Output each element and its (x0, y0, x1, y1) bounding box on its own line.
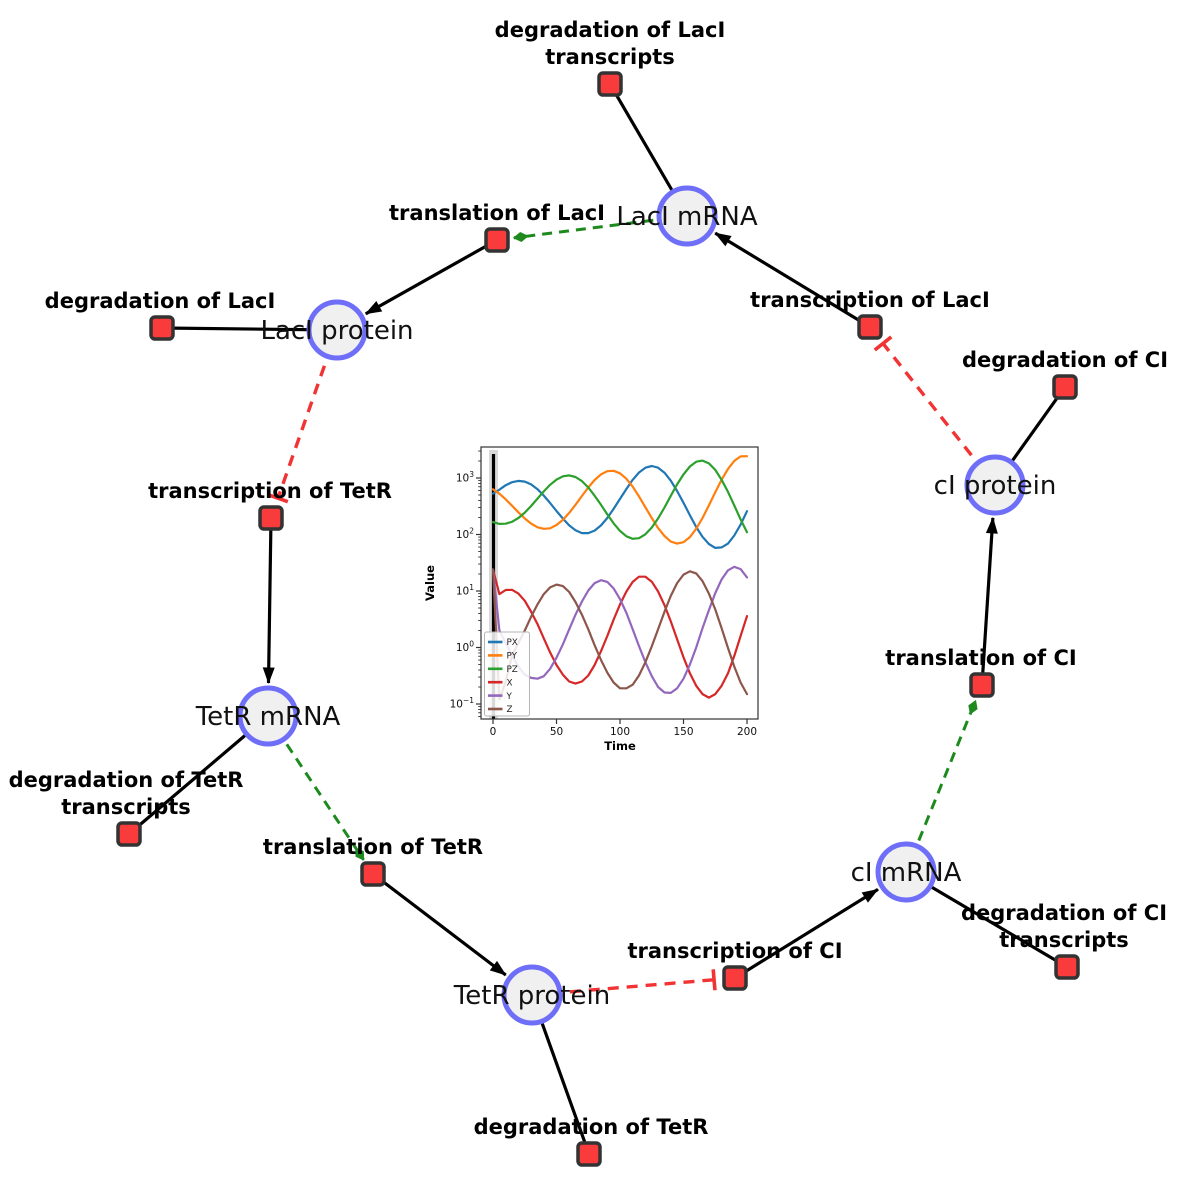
species-node-laci_protein[interactable] (306, 299, 368, 361)
edge-transl_laci-laci_protein-product (364, 238, 498, 316)
reaction-label-transl_tetr: translation of TetR (263, 835, 483, 859)
legend-label-PY: PY (507, 652, 518, 662)
plot-y-ticklabel--1: 10−1 (450, 696, 475, 711)
reaction-label-deg_laci_tx: degradation of LacI transcripts (495, 18, 726, 69)
labels-layer: LacI mRNA LacI protein cI protein TetR mRNA… (9, 18, 1168, 1139)
edge-transl_tetr-tetr_protein-product (372, 872, 507, 977)
reaction-label-deg_laci: degradation of LacI (45, 289, 276, 313)
edge-tetr_mrna-transl_tetr-modifier (266, 715, 365, 861)
legend-label-X: X (507, 678, 513, 688)
plot-x-ticklabel-200: 200 (737, 726, 757, 738)
reaction-node-txn_laci[interactable] (857, 314, 883, 340)
plot-y-ticklabel-0: 100 (456, 640, 474, 655)
reaction-node-deg_ci[interactable] (1052, 374, 1078, 400)
species-node-ci_protein[interactable] (964, 454, 1026, 516)
reaction-node-deg_tetr[interactable] (576, 1141, 602, 1167)
reaction-label-transl_ci: translation of CI (885, 646, 1076, 670)
reaction-label-txn_ci: transcription of CI (627, 939, 842, 963)
reaction-label-deg_tetr_tx: degradation of TetR transcripts (9, 768, 244, 819)
reaction-node-deg_laci[interactable] (149, 315, 175, 341)
plot-x-ticklabel-0: 0 (490, 726, 497, 738)
legend-label-PX: PX (507, 638, 518, 648)
plot-series-PY (491, 455, 749, 545)
reaction-label-txn_tetr: transcription of TetR (148, 479, 392, 503)
reaction-node-transl_laci[interactable] (484, 227, 510, 253)
reaction-node-transl_ci[interactable] (969, 672, 995, 698)
species-label-laci_mrna: LacI mRNA (616, 202, 757, 232)
plot-x-ticklabel-50: 50 (550, 726, 563, 738)
plot-series-Y (491, 565, 749, 695)
nodes-layer (116, 71, 1080, 1167)
plot-x-ticklabel-100: 100 (610, 726, 630, 738)
plot-xlabel: Time (604, 739, 636, 753)
plot-series-Z (491, 568, 749, 701)
reaction-node-deg_laci_tx[interactable] (597, 71, 623, 97)
species-label-ci_mrna: cI mRNA (851, 858, 962, 888)
species-node-laci_mrna[interactable] (656, 185, 718, 247)
reaction-node-txn_tetr[interactable] (258, 505, 284, 531)
legend-label-Y: Y (506, 692, 513, 702)
edge-txn_ci-ci_mrna-product (734, 888, 879, 980)
plot-legend: PX PY PZ XYZ (484, 631, 530, 717)
species-label-tetr_protein: TetR protein (453, 981, 610, 1011)
edge-transl_ci-ci_protein-product (980, 516, 998, 686)
edge-ci_mrna-deg_ci_tx-reactant (905, 870, 1068, 969)
legend-label-Z: Z (507, 705, 513, 715)
plot-series-X (491, 568, 749, 699)
reaction-label-deg_tetr: degradation of TetR (474, 1115, 709, 1139)
plot-x-ticklabel-150: 150 (673, 726, 693, 738)
species-node-tetr_protein[interactable] (501, 964, 563, 1026)
species-label-tetr_mrna: TetR mRNA (195, 702, 341, 732)
edge-ci_mrna-transl_ci-modifier (904, 699, 978, 873)
reaction-label-deg_ci: degradation of CI (962, 348, 1168, 372)
edge-laci_mrna-transl_laci-modifier (512, 214, 688, 242)
plot-y-ticklabel-2: 102 (456, 527, 474, 542)
reaction-label-txn_laci: transcription of LacI (750, 288, 990, 312)
reaction-node-deg_tetr_tx[interactable] (116, 821, 142, 847)
timeseries-plot: 0 50 100 150 20010310210110010−1TimeValuePXP… (423, 446, 759, 753)
plot-y-ticklabel-1: 101 (456, 583, 474, 598)
reaction-node-transl_tetr[interactable] (360, 861, 386, 887)
legend-label-PZ: PZ (507, 665, 518, 675)
reaction-node-deg_ci_tx[interactable] (1054, 954, 1080, 980)
species-label-ci_protein: cI protein (934, 471, 1057, 501)
edge-tetr_protein-txn_ci-inhibition (531, 969, 717, 997)
species-node-ci_mrna[interactable] (875, 841, 937, 903)
plot-ylabel: Value (423, 565, 437, 601)
plot-curves (491, 455, 749, 701)
edge-txn_tetr-tetr_mrna-product (262, 517, 275, 685)
reaction-label-deg_ci_tx: degradation of CI transcripts (961, 901, 1167, 952)
species-node-tetr_mrna[interactable] (237, 685, 299, 747)
plot-series-PX (491, 464, 749, 550)
reaction-node-txn_ci[interactable] (722, 965, 748, 991)
plot-y-ticklabel-3: 103 (456, 470, 474, 485)
edge-txn_laci-laci_mrna-product (714, 231, 871, 329)
plot-series-PZ (491, 459, 749, 540)
species-label-laci_protein: LacI protein (260, 316, 413, 346)
reaction-label-transl_laci: translation of LacI (389, 201, 605, 225)
